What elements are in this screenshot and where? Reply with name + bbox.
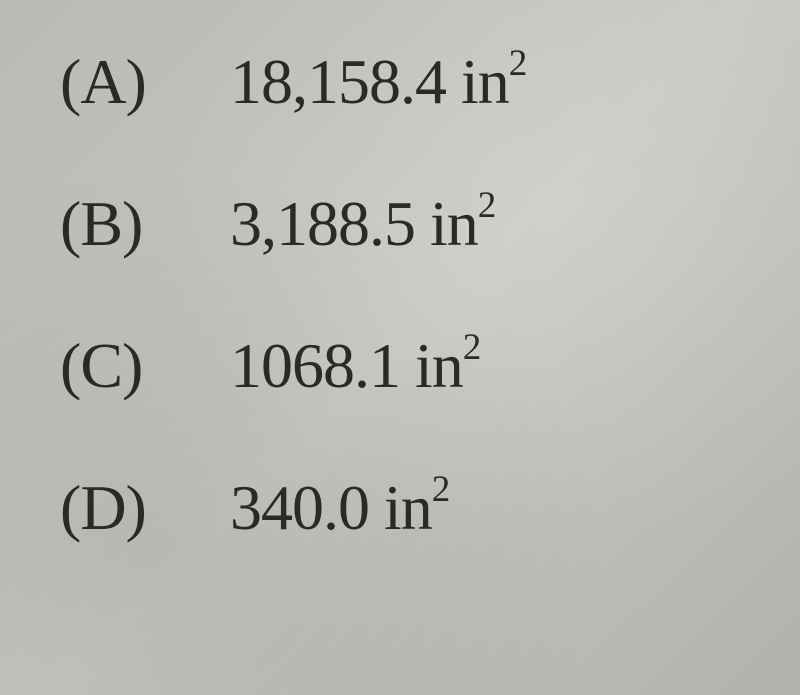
option-a-text: 18,158.4 in: [230, 46, 509, 117]
option-d-value: 340.0 in2: [230, 476, 449, 540]
option-a: (A) 18,158.4 in2: [60, 50, 800, 114]
option-d-text: 340.0 in: [230, 472, 432, 543]
option-a-exponent: 2: [509, 43, 527, 84]
option-d-exponent: 2: [432, 469, 450, 510]
option-d-label: (D): [60, 476, 230, 540]
option-c-label: (C): [60, 334, 230, 398]
option-a-label: (A): [60, 50, 230, 114]
option-b-exponent: 2: [478, 185, 496, 226]
option-c-text: 1068.1 in: [230, 330, 463, 401]
option-b-label: (B): [60, 192, 230, 256]
option-c-value: 1068.1 in2: [230, 334, 480, 398]
option-c: (C) 1068.1 in2: [60, 334, 800, 398]
option-b-value: 3,188.5 in2: [230, 192, 495, 256]
option-b-text: 3,188.5 in: [230, 188, 478, 259]
option-d: (D) 340.0 in2: [60, 476, 800, 540]
option-b: (B) 3,188.5 in2: [60, 192, 800, 256]
option-a-value: 18,158.4 in2: [230, 50, 526, 114]
answer-options-list: (A) 18,158.4 in2 (B) 3,188.5 in2 (C) 106…: [0, 0, 800, 540]
option-c-exponent: 2: [463, 327, 481, 368]
